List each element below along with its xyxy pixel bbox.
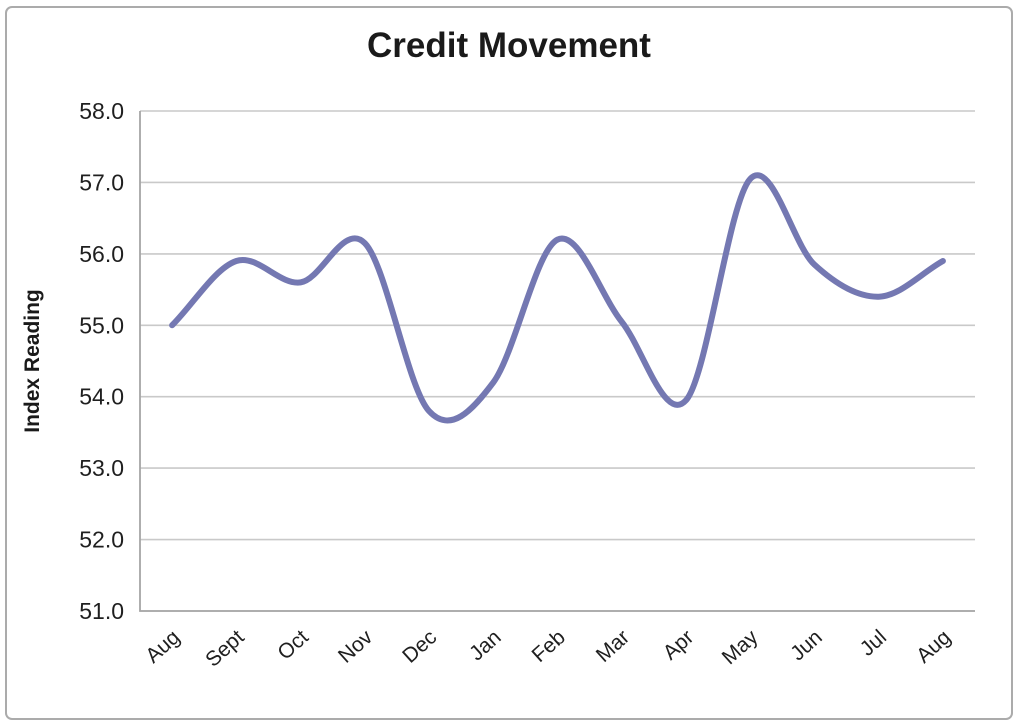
y-tick-label: 58.0: [79, 98, 124, 124]
y-tick-label: 54.0: [79, 384, 124, 410]
x-tick-label: Mar: [592, 626, 634, 667]
x-tick-label: Jul: [856, 626, 891, 661]
x-tick-label: Dec: [398, 626, 441, 668]
x-tick-label: Jun: [786, 626, 827, 666]
x-tick-label: Nov: [334, 625, 378, 667]
x-tick-label: Aug: [912, 626, 955, 668]
y-tick-label: 56.0: [79, 241, 124, 267]
y-tick-label: 53.0: [79, 455, 124, 481]
chart-title: Credit Movement: [367, 26, 651, 65]
x-tick-label: Aug: [141, 626, 184, 668]
series-line: [169, 172, 946, 424]
x-tick-label: Jan: [465, 626, 506, 666]
x-tick-label: Feb: [528, 626, 570, 667]
x-tick-label: Sept: [201, 626, 249, 672]
axis-lines: [139, 111, 975, 612]
x-tick-label: Oct: [273, 626, 313, 665]
y-tick-label: 57.0: [79, 169, 124, 195]
y-tick-label: 55.0: [79, 312, 124, 338]
y-tick-label: 51.0: [79, 598, 124, 624]
y-tick-label: 52.0: [79, 527, 124, 553]
x-tick-label: May: [718, 625, 763, 669]
x-tick-label: Apr: [659, 626, 699, 665]
